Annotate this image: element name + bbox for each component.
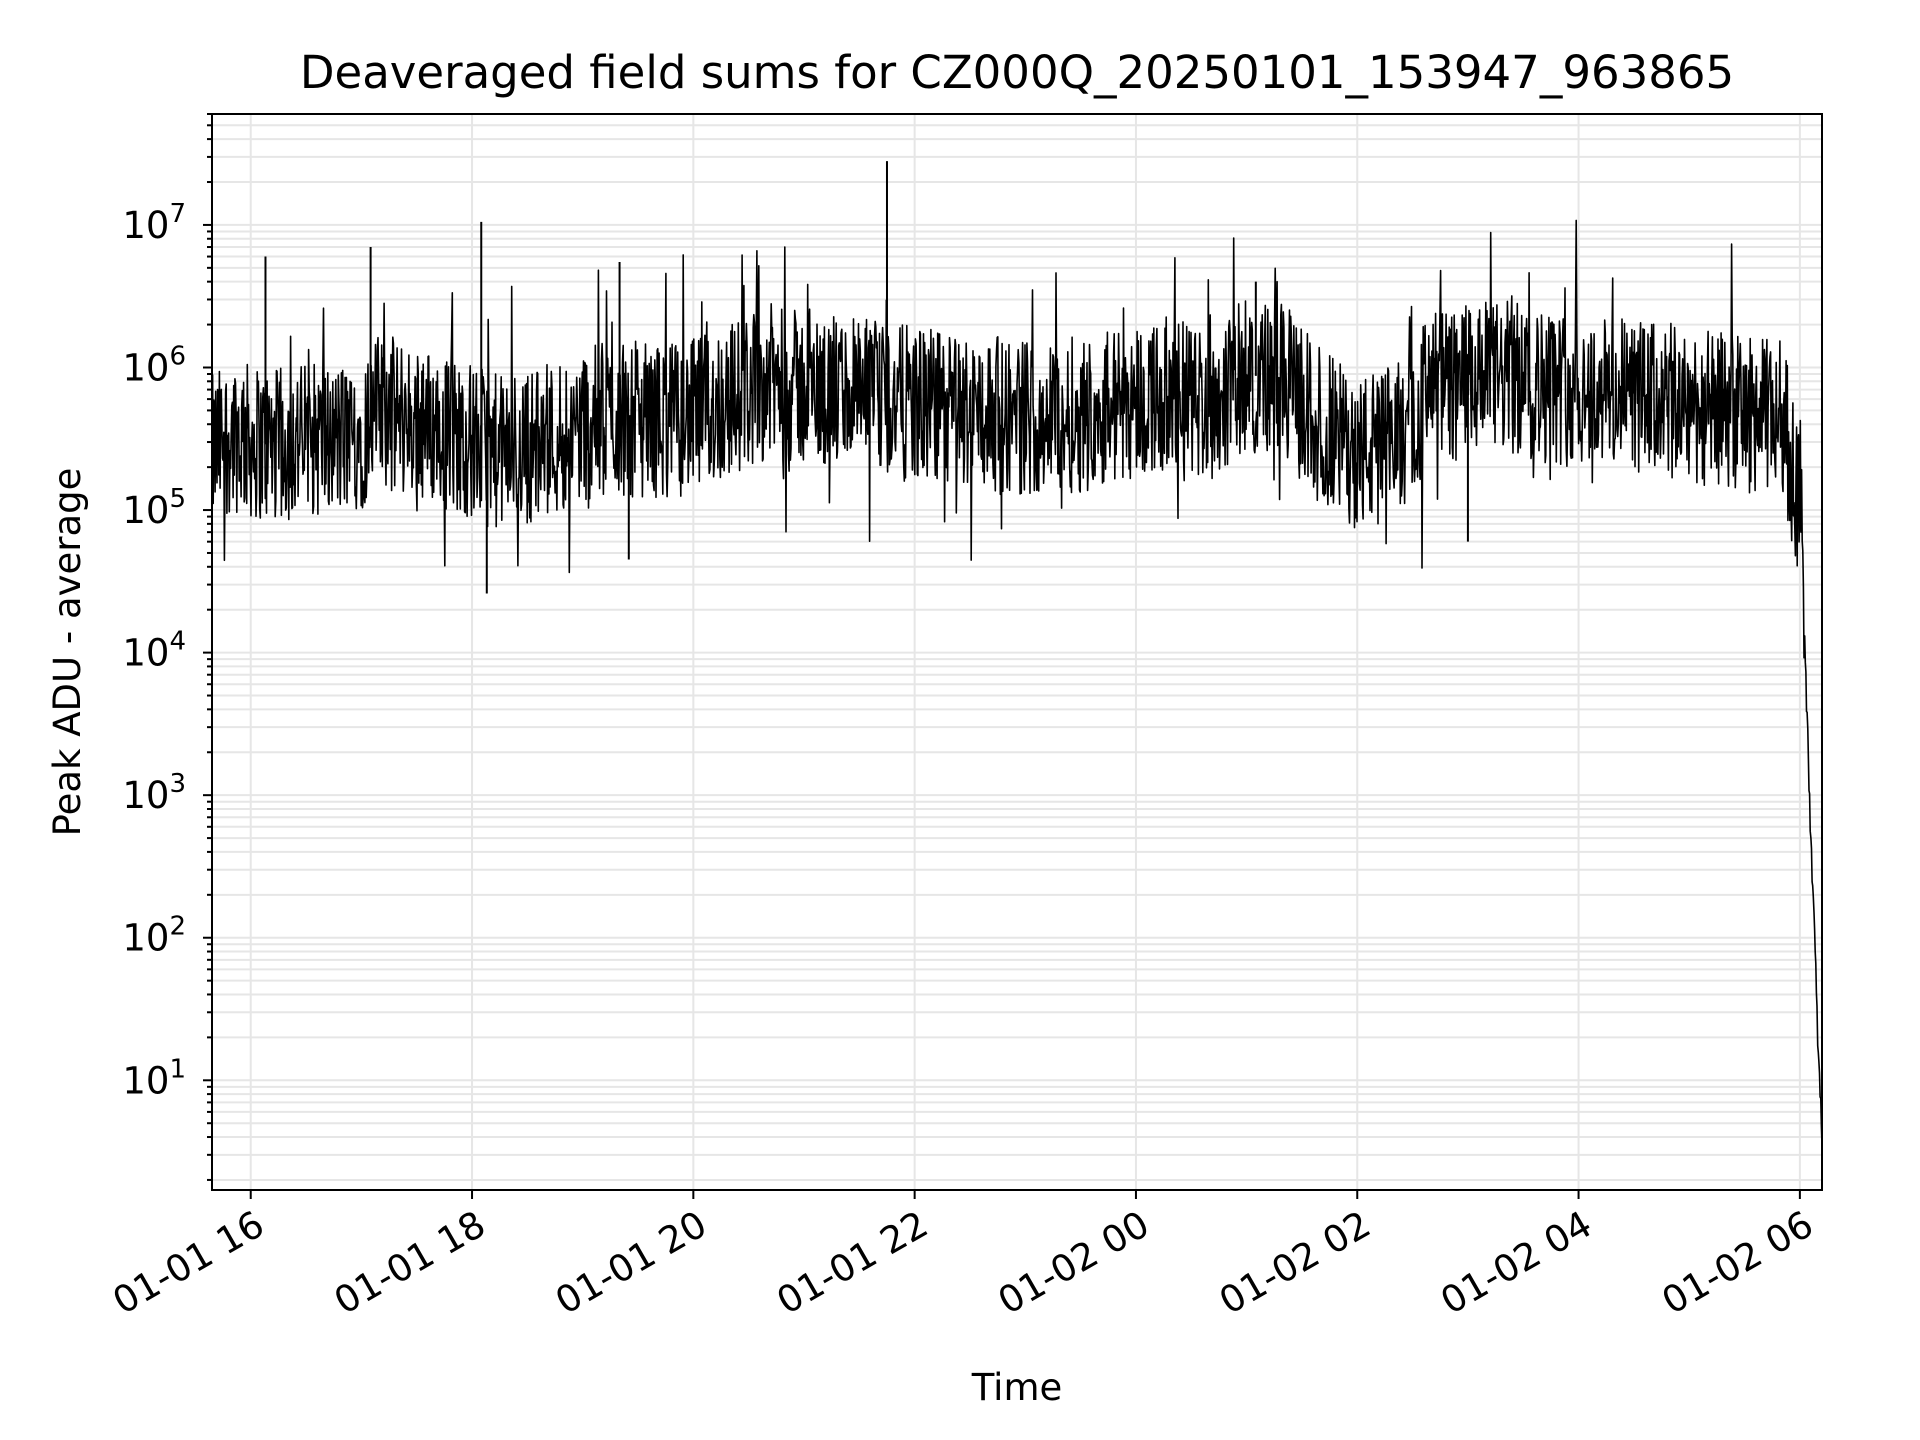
y-tick-label: 101: [122, 1054, 186, 1102]
y-tick-label: 103: [122, 769, 186, 817]
y-tick-label: 104: [122, 627, 186, 675]
y-tick-label: 106: [122, 341, 186, 389]
series-line: [211, 219, 1823, 1147]
chart-title: Deaveraged field sums for CZ000Q_2025010…: [300, 46, 1734, 99]
y-tick-label: 102: [122, 912, 186, 960]
y-axis-label: Peak ADU - average: [46, 468, 89, 837]
y-tick-label: 107: [122, 199, 186, 247]
x-axis-label: Time: [971, 1366, 1063, 1409]
y-tick-label: 105: [122, 484, 186, 532]
series-group: [211, 161, 1823, 1147]
